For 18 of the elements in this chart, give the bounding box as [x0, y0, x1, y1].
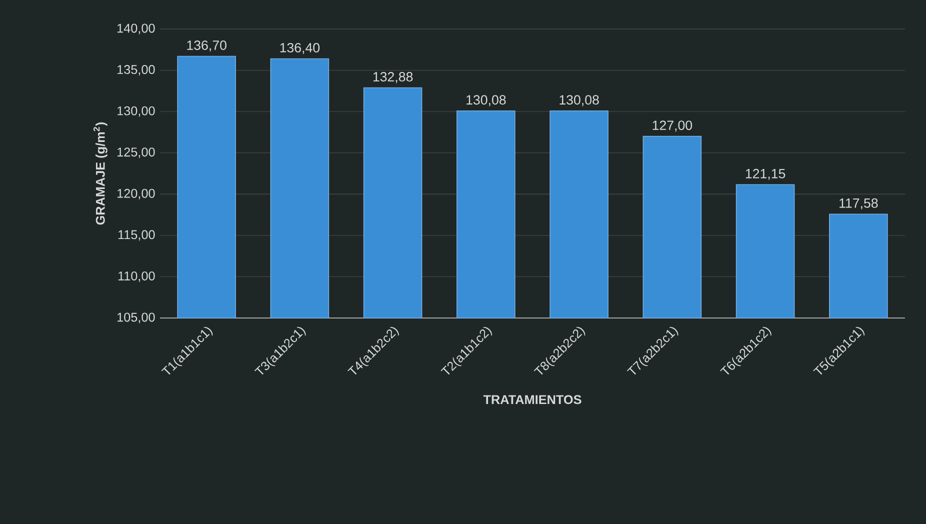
- y-tick-label: 105,00: [118, 312, 155, 324]
- y-tick-label: 130,00: [118, 106, 155, 117]
- y-tick-label: 120,00: [118, 188, 155, 200]
- data-label: 121,15: [746, 168, 786, 180]
- y-tick-label: 115,00: [118, 230, 155, 241]
- data-label: 132,88: [373, 72, 413, 84]
- x-axis-title: TRATAMIENTOS: [483, 395, 582, 404]
- data-label: 130,08: [466, 95, 506, 106]
- data-label: 136,40: [280, 42, 320, 54]
- y-tick-label: 125,00: [118, 148, 155, 158]
- data-label: 130,08: [560, 95, 599, 106]
- data-label: 117,58: [840, 198, 878, 210]
- y-tick-label: 140,00: [118, 24, 155, 34]
- data-label: 127,00: [652, 120, 692, 132]
- data-label: 136,70: [187, 40, 226, 52]
- y-axis-title: GRAMAJE (g/m$^{2}$): [93, 122, 108, 225]
- y-tick-label: 110,00: [118, 271, 155, 282]
- y-tick-label: 135,00: [118, 65, 155, 76]
